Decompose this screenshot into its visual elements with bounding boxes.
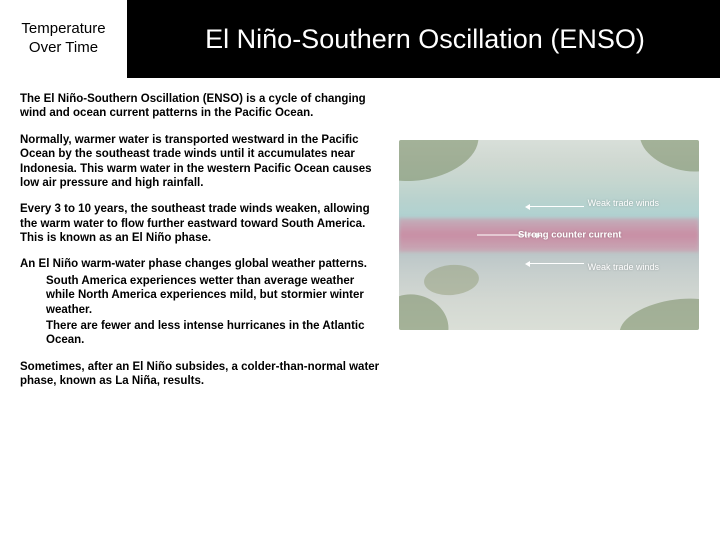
landmass-icon — [633, 140, 699, 181]
landmass-icon — [423, 263, 480, 298]
header-main-title: El Niño-Southern Oscillation (ENSO) — [130, 0, 720, 78]
text-column: The El Niño-Southern Oscillation (ENSO) … — [20, 92, 380, 400]
paragraph-2: Normally, warmer water is transported we… — [20, 133, 380, 191]
diagram-label-bottom: Weak trade winds — [588, 262, 659, 272]
paragraph-1: The El Niño-Southern Oscillation (ENSO) … — [20, 92, 380, 121]
paragraph-5: Sometimes, after an El Niño subsides, a … — [20, 360, 380, 389]
arrow-icon — [529, 206, 584, 207]
paragraph-4-lead: An El Niño warm-water phase changes glob… — [20, 257, 380, 271]
paragraph-4-sub1: South America experiences wetter than av… — [46, 274, 380, 317]
header-left-title: Temperature Over Time — [0, 0, 130, 78]
diagram-label-mid: Strong counter current — [518, 230, 621, 241]
paragraph-4-sublist: South America experiences wetter than av… — [20, 274, 380, 348]
slide-content: The El Niño-Southern Oscillation (ENSO) … — [0, 78, 720, 412]
landmass-icon — [399, 140, 484, 190]
paragraph-4-sub2: There are fewer and less intense hurrica… — [46, 319, 380, 348]
slide-header: Temperature Over Time El Niño-Southern O… — [0, 0, 720, 78]
paragraph-3: Every 3 to 10 years, the southeast trade… — [20, 202, 380, 245]
landmass-icon — [615, 291, 699, 330]
enso-diagram: Weak trade winds Strong counter current … — [399, 140, 699, 330]
image-column: Weak trade winds Strong counter current … — [398, 92, 700, 400]
arrow-icon — [529, 263, 584, 264]
diagram-label-top: Weak trade winds — [588, 198, 659, 208]
